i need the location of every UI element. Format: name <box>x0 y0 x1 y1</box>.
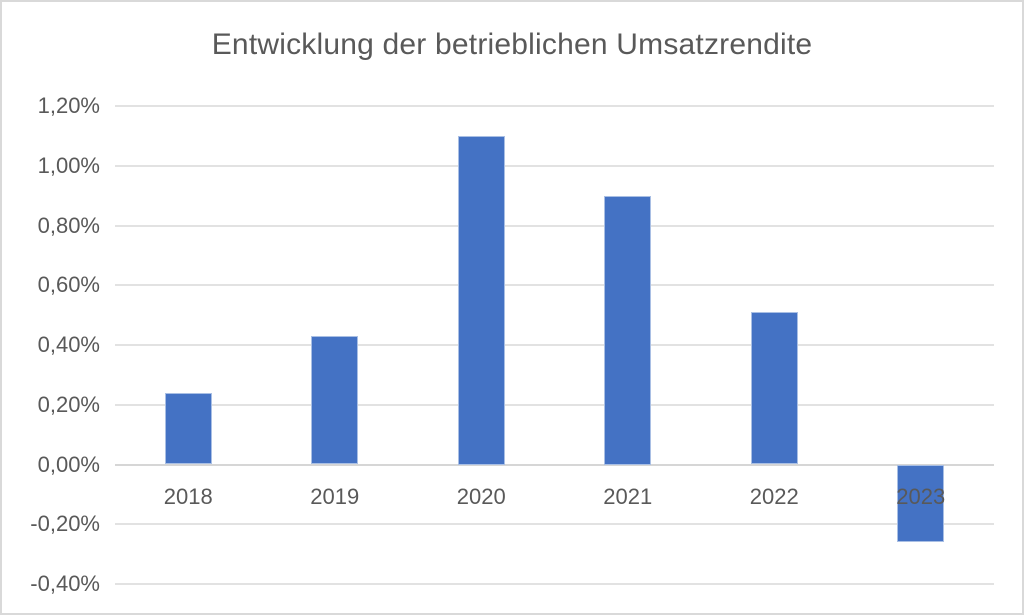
gridline <box>115 583 994 585</box>
gridline <box>115 403 994 406</box>
gridline <box>115 105 994 107</box>
gridline <box>115 284 994 287</box>
y-axis-tick-label: 0,00% <box>37 451 100 477</box>
x-axis-line <box>115 463 994 466</box>
gridline <box>115 523 994 526</box>
bar-2019 <box>311 336 359 465</box>
bar-2022 <box>750 312 798 465</box>
gridline <box>115 344 994 346</box>
x-axis-label-2020: 2020 <box>456 483 506 509</box>
x-axis-label-2019: 2019 <box>310 483 360 509</box>
y-axis-tick-label: 0,20% <box>37 391 100 417</box>
gridline <box>115 164 994 167</box>
chart-title: Entwicklung der betrieblichen Umsatzrend… <box>211 28 813 61</box>
bar-2020 <box>457 135 505 465</box>
y-axis-tick-label: 0,40% <box>37 332 100 357</box>
y-axis-tick-label: 1,00% <box>37 152 100 178</box>
bar-2018 <box>164 392 212 465</box>
bar-2021 <box>604 195 652 465</box>
bar-2023 <box>897 464 945 543</box>
y-axis-tick-label: 0,60% <box>37 272 100 298</box>
x-axis-label-2023: 2023 <box>896 483 946 509</box>
y-axis-tick-label: 1,20% <box>37 93 100 118</box>
x-axis-label-2018: 2018 <box>163 483 213 509</box>
y-axis-tick-label: -0,40% <box>30 571 100 596</box>
x-axis-label-2022: 2022 <box>749 483 799 509</box>
y-axis-tick-label: -0,20% <box>30 511 100 537</box>
gridline <box>115 224 994 227</box>
y-axis-tick-label: 0,80% <box>37 212 100 238</box>
x-axis-label-2021: 2021 <box>603 483 653 509</box>
